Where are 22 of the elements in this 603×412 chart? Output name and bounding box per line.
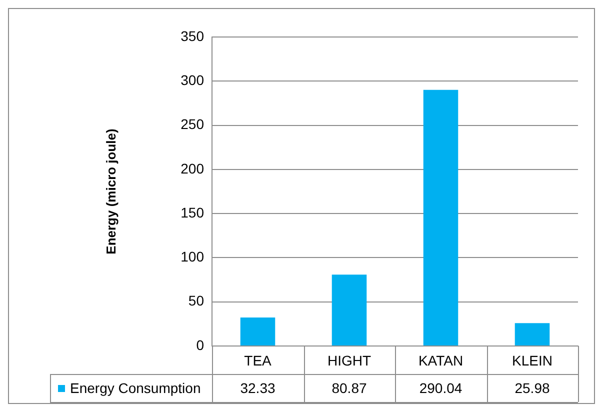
- bar: [240, 317, 276, 346]
- y-tick-label: 200: [180, 160, 204, 176]
- x-tick-label: KLEIN: [512, 352, 552, 368]
- y-tick-label: 100: [180, 248, 204, 265]
- data-label: 290.04: [419, 380, 462, 396]
- y-tick-label: 250: [180, 116, 204, 132]
- bar: [423, 90, 458, 346]
- y-tick-label: 350: [180, 28, 204, 44]
- y-tick-label: 0: [196, 336, 204, 353]
- y-axis-title: Energy (micro joule): [103, 128, 118, 254]
- data-label: 32.33: [240, 380, 276, 396]
- data-label: 80.87: [332, 380, 367, 396]
- x-tick-label: KATAN: [418, 352, 464, 368]
- data-label: 25.98: [514, 380, 550, 396]
- y-tick-label: 50: [188, 292, 204, 309]
- bar: [514, 323, 550, 346]
- legend-label: Energy Consumption: [70, 380, 201, 396]
- y-tick-label: 300: [180, 72, 204, 88]
- x-tick-label: HIGHT: [327, 352, 372, 368]
- x-tick-label: TEA: [244, 352, 272, 368]
- bar: [332, 274, 367, 346]
- y-tick-label: 150: [180, 204, 204, 220]
